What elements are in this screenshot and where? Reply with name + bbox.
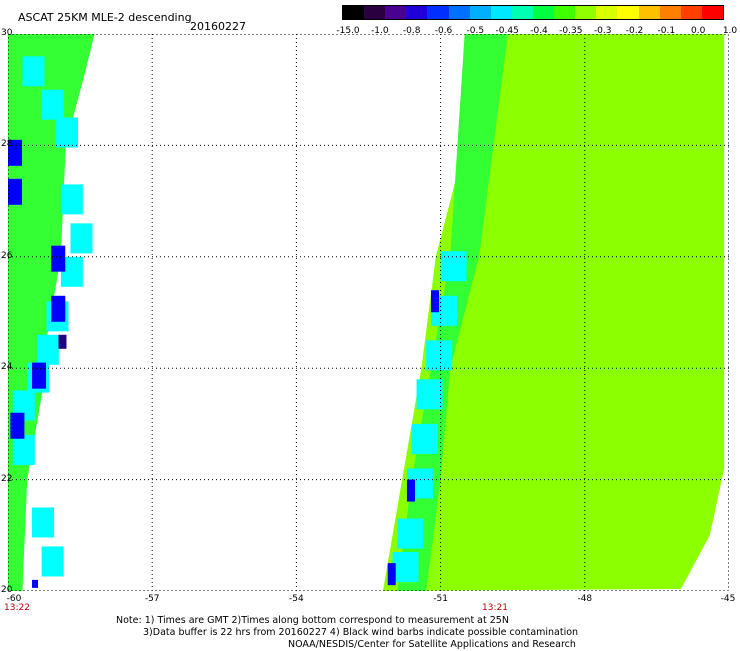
latitude-label: 20 <box>1 585 13 595</box>
colorbar-swatch <box>364 6 386 19</box>
data-cell <box>12 435 35 466</box>
product-date: 20160227 <box>190 20 246 33</box>
data-cell <box>426 340 453 371</box>
longitude-label: -48 <box>577 594 593 604</box>
data-cell <box>32 579 39 588</box>
colorbar-swatch <box>511 6 533 19</box>
colorbar-swatch <box>469 6 491 19</box>
data-cell <box>51 245 66 272</box>
colorbar-swatch <box>406 6 428 19</box>
longitude-label: -60 <box>6 594 22 604</box>
data-cell <box>58 334 67 349</box>
colorbar-tick-label: 0.0 <box>690 26 706 36</box>
data-cell <box>8 139 22 166</box>
note-line-2: 3)Data buffer is 22 hrs from 20160227 4)… <box>143 627 579 638</box>
colorbar-swatch <box>659 6 681 19</box>
colorbar-tick-label: -0.5 <box>466 26 485 36</box>
data-cell <box>41 546 64 577</box>
data-cell <box>430 290 439 313</box>
scatterometer-map <box>8 34 729 591</box>
data-cell <box>8 178 22 205</box>
colorbar-swatch <box>532 6 555 19</box>
latitude-label: 28 <box>1 139 13 150</box>
colorbar-swatch <box>617 6 639 19</box>
colorbar-tick-label: -0.45 <box>495 26 519 36</box>
product-title: ASCAT 25KM MLE-2 descending <box>18 11 192 24</box>
colorbar-swatch <box>701 6 723 19</box>
data-cell <box>32 507 55 538</box>
colorbar-tick-label: -0.6 <box>434 26 453 36</box>
map-frame <box>8 34 729 591</box>
colorbar-swatch <box>575 6 597 19</box>
swath-time-right: 13:21 <box>482 603 508 613</box>
data-cell <box>440 251 467 282</box>
data-cell <box>406 479 415 502</box>
latitude-label: 22 <box>1 473 13 484</box>
longitude-label: -54 <box>289 594 304 604</box>
colorbar-tick-label: 1.0 <box>722 26 738 36</box>
note-line-3: NOAA/NESDIS/Center for Satellite Applica… <box>288 639 576 650</box>
longitude-label: -57 <box>144 594 160 604</box>
colorbar-swatch <box>343 6 365 19</box>
latitude-label: 26 <box>1 250 13 261</box>
colorbar-tick-label: -15.0 <box>336 26 360 36</box>
colorbar-swatch <box>554 6 576 19</box>
colorbar-swatch <box>427 6 449 19</box>
longitude-label: -45 <box>720 594 736 604</box>
colorbar-swatch <box>385 6 407 19</box>
data-cell <box>41 89 64 120</box>
data-cell <box>416 379 443 410</box>
data-cell <box>60 256 83 287</box>
latitude-label: 24 <box>1 362 13 373</box>
data-cell <box>10 412 25 439</box>
colorbar-tick-label: -0.8 <box>402 26 421 36</box>
colorbar-tick-label: -0.35 <box>559 26 583 36</box>
colorbar-tick-label: -0.2 <box>625 26 644 36</box>
colorbar <box>342 5 724 20</box>
note-line-1: Note: 1) Times are GMT 2)Times along bot… <box>116 615 509 626</box>
colorbar-labels: -15.0 -1.0 -0.8 -0.6 -0.5 -0.45 -0.4 -0.35 -0.3 -… <box>330 26 738 38</box>
colorbar-tick-label: -0.3 <box>593 26 612 36</box>
data-cell <box>387 563 396 586</box>
latitude-label: 30 <box>1 28 13 38</box>
colorbar-tick-label: -0.4 <box>530 26 548 36</box>
longitude-label: -51 <box>433 594 448 604</box>
data-cell <box>56 117 79 148</box>
colorbar-swatch <box>490 6 512 19</box>
colorbar-swatch <box>638 6 660 19</box>
colorbar-swatch <box>448 6 470 19</box>
data-cell <box>51 295 66 322</box>
data-cell <box>70 223 93 254</box>
data-cell <box>392 552 419 583</box>
colorbar-swatch <box>680 6 702 19</box>
data-cell <box>32 362 47 389</box>
data-cell <box>397 518 424 549</box>
swath-time-left: 13:22 <box>4 603 30 613</box>
data-cell <box>36 334 59 365</box>
colorbar-swatch <box>596 6 618 19</box>
colorbar-tick-label: -1.0 <box>371 26 389 36</box>
data-cell <box>22 56 45 87</box>
colorbar-tick-label: -0.1 <box>657 26 676 36</box>
data-cell <box>411 423 438 454</box>
data-cell <box>60 184 83 215</box>
